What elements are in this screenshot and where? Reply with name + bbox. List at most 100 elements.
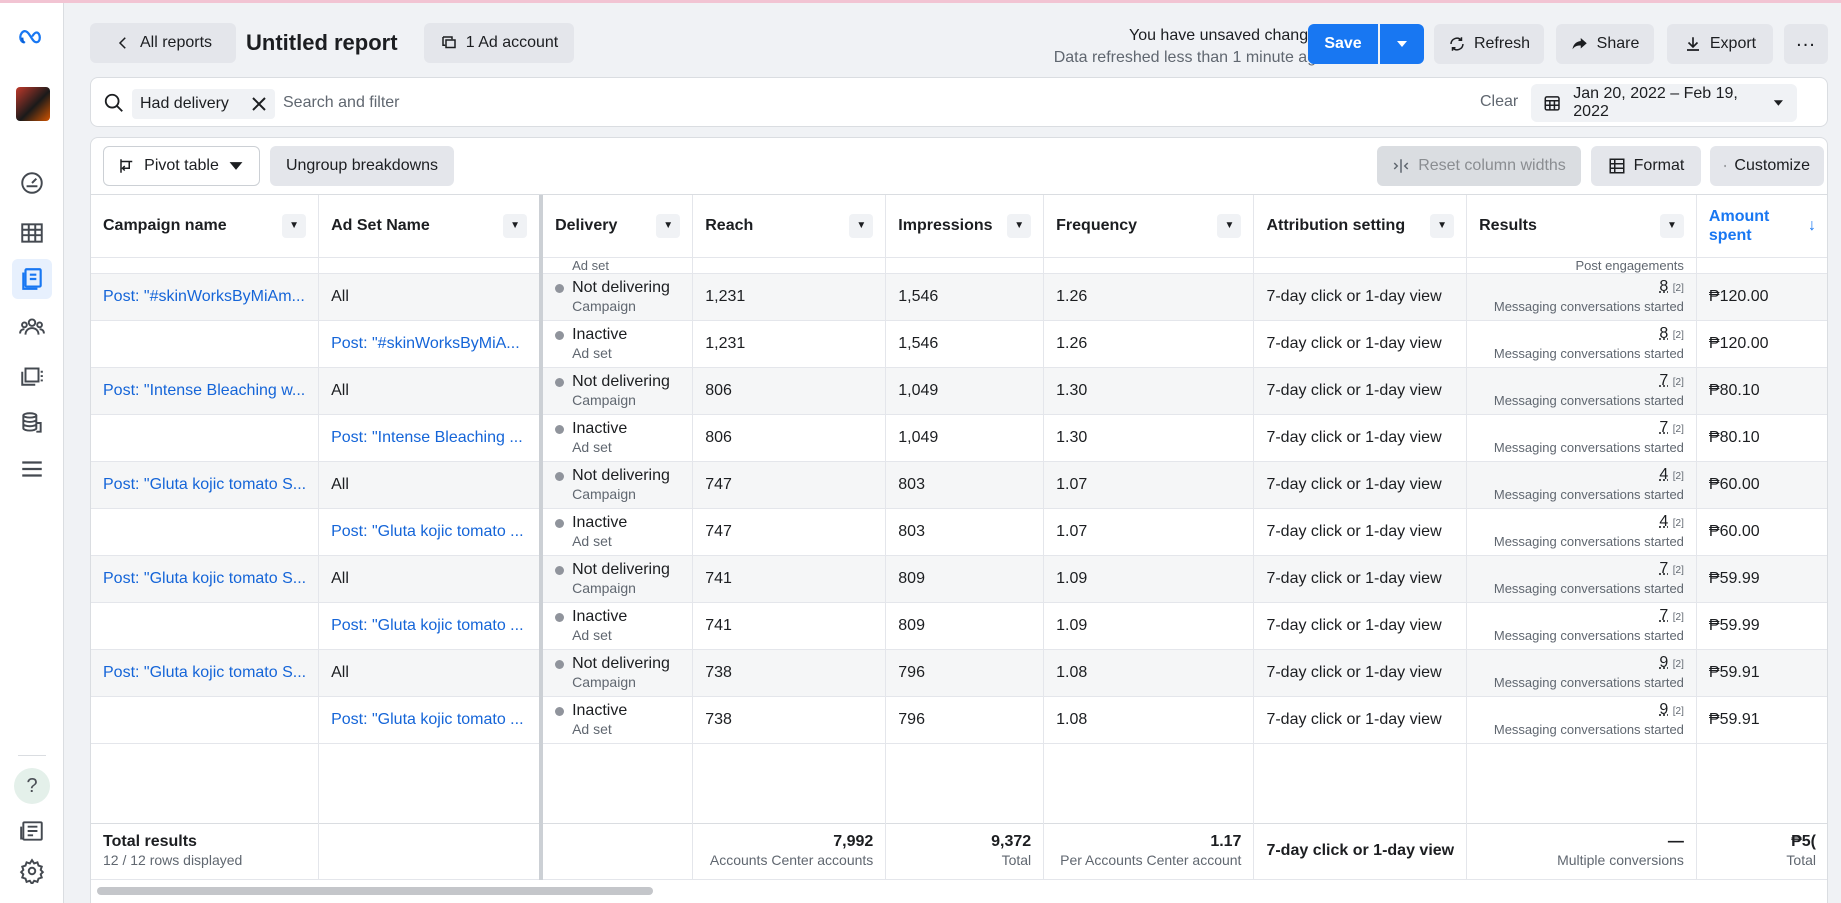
results-footnote[interactable]: [2] [1672, 376, 1684, 388]
reports-icon[interactable] [12, 259, 52, 299]
caret-down-icon[interactable]: ▼ [1659, 213, 1684, 238]
campaign-name-link[interactable]: Post: "Gluta kojic tomato S... [103, 663, 307, 681]
results-footnote[interactable]: [2] [1672, 658, 1684, 670]
search-input[interactable] [283, 90, 1083, 116]
campaign-name-cell[interactable]: Post: "Gluta kojic tomato S... [91, 649, 320, 697]
column-header-amount-spent[interactable]: Amount spent ↓ [1696, 195, 1827, 258]
column-header-frequency[interactable]: Frequency ▼ [1043, 195, 1255, 258]
dashboard-gauge-icon[interactable] [12, 163, 52, 203]
campaign-name-link[interactable]: Post: "Gluta kojic tomato S... [103, 569, 307, 587]
adset-name-cell[interactable]: Post: "Intense Bleaching ... [318, 414, 544, 462]
results-value[interactable]: 9 [1659, 653, 1669, 671]
help-icon[interactable]: ? [12, 766, 52, 806]
table-row[interactable]: Post: "#skinWorksByMiA... Inactive Ad set 1… [91, 320, 1827, 368]
caret-down-icon[interactable]: ▼ [1430, 213, 1455, 238]
table-row[interactable]: Post: "Gluta kojic tomato S... All Not del… [91, 649, 1827, 697]
report-title[interactable]: Untitled report [246, 30, 398, 55]
horizontal-scrollbar[interactable] [97, 887, 653, 895]
adset-name-cell[interactable]: Post: "Gluta kojic tomato ... [318, 508, 544, 556]
ad-account-selector-button[interactable]: 1 Ad account [424, 23, 574, 63]
campaign-name-link[interactable]: Post: "Gluta kojic tomato S... [103, 475, 307, 493]
adset-name-link[interactable]: Post: "#skinWorksByMiA... [331, 334, 520, 352]
table-row[interactable]: Post: "Intense Bleaching ... Inactive Ad s… [91, 414, 1827, 462]
caret-down-icon[interactable]: ▼ [503, 213, 528, 238]
adset-name-cell[interactable]: Post: "#skinWorksByMiA... [318, 320, 544, 368]
adset-name-cell[interactable]: All [318, 273, 544, 321]
column-header-reach[interactable]: Reach ▼ [692, 195, 887, 258]
table-row[interactable]: Post: "#skinWorksByMiAm... All Not deliver… [91, 273, 1827, 321]
ungroup-breakdowns-button[interactable]: Ungroup breakdowns [270, 146, 454, 186]
campaign-name-cell[interactable]: Post: "Gluta kojic tomato S... [91, 461, 320, 509]
save-options-dropdown[interactable] [1380, 24, 1424, 64]
account-avatar[interactable] [16, 87, 50, 121]
table-row[interactable]: Post: "Intense Bleaching w... All Not deli… [91, 367, 1827, 415]
results-value[interactable]: 7 [1659, 371, 1669, 389]
column-header-delivery[interactable]: Delivery ▼ [541, 195, 694, 258]
caret-down-icon[interactable]: ▼ [282, 213, 307, 238]
share-button[interactable]: Share [1556, 24, 1654, 64]
table-grid-icon[interactable] [12, 213, 52, 253]
results-value[interactable]: 8 [1659, 277, 1669, 295]
results-footnote[interactable]: [2] [1672, 564, 1684, 576]
reset-column-widths-button[interactable]: Reset column widths [1377, 146, 1581, 186]
adset-name-cell[interactable]: All [318, 555, 544, 603]
results-footnote[interactable]: [2] [1672, 423, 1684, 435]
results-footnote[interactable]: [2] [1672, 282, 1684, 294]
results-footnote[interactable]: [2] [1672, 611, 1684, 623]
format-button[interactable]: Format [1591, 146, 1701, 186]
caret-down-icon[interactable]: ▼ [1007, 213, 1032, 238]
table-row[interactable]: Post: "Gluta kojic tomato S... All Not del… [91, 555, 1827, 603]
caret-down-icon[interactable]: ▼ [849, 213, 874, 238]
column-header-adset[interactable]: Ad Set Name ▼ [318, 195, 544, 258]
results-value[interactable]: 7 [1659, 559, 1669, 577]
adset-name-link[interactable]: Post: "Gluta kojic tomato ... [331, 522, 524, 540]
news-feed-icon[interactable] [12, 811, 52, 851]
refresh-button[interactable]: Refresh [1434, 24, 1544, 64]
column-header-results[interactable]: Results ▼ [1466, 195, 1697, 258]
campaign-name-cell[interactable]: Post: "Intense Bleaching w... [91, 367, 320, 415]
results-value[interactable]: 4 [1659, 512, 1669, 530]
results-value[interactable]: 8 [1659, 324, 1669, 342]
save-button[interactable]: Save [1308, 24, 1378, 64]
adset-name-cell[interactable]: Post: "Gluta kojic tomato ... [318, 696, 544, 744]
results-footnote[interactable]: [2] [1672, 705, 1684, 717]
table-row[interactable]: Post: "Gluta kojic tomato ... Inactive Ad … [91, 696, 1827, 744]
table-row[interactable]: Post: "Gluta kojic tomato S... All Not del… [91, 461, 1827, 509]
results-value[interactable]: 7 [1659, 418, 1669, 436]
caret-down-icon[interactable]: ▼ [1217, 213, 1242, 238]
pivot-table-button[interactable]: Pivot table [103, 146, 260, 186]
clear-filters-button[interactable]: Clear [1480, 93, 1519, 110]
table-row[interactable]: Post: "Gluta kojic tomato ... Inactive Ad … [91, 602, 1827, 650]
adset-name-cell[interactable]: All [318, 461, 544, 509]
results-footnote[interactable]: [2] [1672, 470, 1684, 482]
caret-down-icon[interactable]: ▼ [656, 213, 681, 238]
results-value[interactable]: 9 [1659, 700, 1669, 718]
date-range-picker[interactable]: Jan 20, 2022 – Feb 19, 2022 [1531, 84, 1797, 122]
table-row[interactable]: Post: "Gluta kojic tomato ... Inactive Ad … [91, 508, 1827, 556]
results-value[interactable]: 4 [1659, 465, 1669, 483]
adset-name-link[interactable]: Post: "Gluta kojic tomato ... [331, 710, 524, 728]
sort-descending-arrow-icon[interactable]: ↓ [1808, 217, 1816, 235]
column-header-campaign[interactable]: Campaign name ▼ [91, 195, 320, 258]
adset-name-cell[interactable]: All [318, 367, 544, 415]
campaign-name-cell[interactable]: Post: "Gluta kojic tomato S... [91, 555, 320, 603]
column-header-impressions[interactable]: Impressions ▼ [885, 195, 1045, 258]
close-icon[interactable] [251, 96, 267, 112]
customize-button[interactable]: Customize [1710, 146, 1824, 186]
more-options-button[interactable]: ... [1784, 24, 1828, 64]
adset-name-cell[interactable]: Post: "Gluta kojic tomato ... [318, 602, 544, 650]
filter-chip-had-delivery[interactable]: Had delivery [132, 89, 275, 119]
all-reports-back-button[interactable]: All reports [90, 23, 236, 63]
all-tools-menu-icon[interactable] [12, 449, 52, 489]
ads-library-icon[interactable] [12, 355, 52, 395]
meta-logo-icon[interactable] [12, 17, 52, 57]
billing-coins-icon[interactable] [12, 403, 52, 443]
export-button[interactable]: Export [1667, 24, 1773, 64]
campaign-name-link[interactable]: Post: "Intense Bleaching w... [103, 381, 306, 399]
campaign-name-cell[interactable]: Post: "#skinWorksByMiAm... [91, 273, 320, 321]
results-footnote[interactable]: [2] [1672, 517, 1684, 529]
results-footnote[interactable]: [2] [1672, 329, 1684, 341]
campaign-name-link[interactable]: Post: "#skinWorksByMiAm... [103, 287, 305, 305]
adset-name-link[interactable]: Post: "Intense Bleaching ... [331, 428, 523, 446]
audiences-people-icon[interactable] [12, 307, 52, 347]
